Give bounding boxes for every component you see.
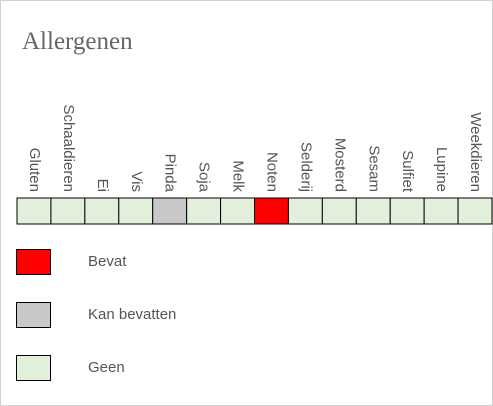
allergen-cell [389, 197, 425, 225]
allergen-label: Schaaldieren [60, 104, 77, 192]
allergen-cell [50, 197, 86, 225]
allergen-label: Gluten [26, 148, 43, 192]
allergen-cell [254, 197, 289, 225]
allergen-cell [16, 197, 52, 225]
allergen-label: Soja [196, 162, 213, 193]
allergen-label: Lupine [433, 147, 450, 192]
allergen-cell [355, 197, 391, 225]
allergen-label: Melk [230, 160, 247, 192]
allergen-cell [220, 197, 255, 225]
legend-swatch [16, 355, 51, 381]
legend-label: Geen [88, 359, 125, 376]
allergen-label: Sesam [365, 145, 382, 192]
legend-label: Bevat [88, 253, 127, 270]
allergen-cell [287, 197, 323, 225]
allergen-cell [118, 197, 154, 225]
allergen-label: Weekdieren [467, 112, 484, 192]
legend-swatch [16, 302, 51, 328]
allergen-label: Selderij [297, 142, 314, 192]
allergen-cell [152, 197, 188, 225]
allergen-cell [84, 197, 120, 225]
legend-label: Kan bevatten [88, 306, 176, 323]
allergen-label: Mosterd [331, 138, 348, 192]
allergen-label: Noten [263, 152, 280, 192]
allergen-cell [186, 197, 222, 225]
allergen-cell [321, 197, 357, 225]
allergen-label: Ei [94, 179, 111, 192]
allergen-cell [457, 197, 493, 225]
legend-swatch [16, 249, 51, 275]
title: Allergenen [22, 28, 133, 55]
allergen-label: Sulfiet [399, 150, 416, 193]
allergen-label: Vis [128, 171, 145, 192]
allergen-cell [423, 197, 459, 225]
allergen-label: Pinda [162, 154, 179, 193]
